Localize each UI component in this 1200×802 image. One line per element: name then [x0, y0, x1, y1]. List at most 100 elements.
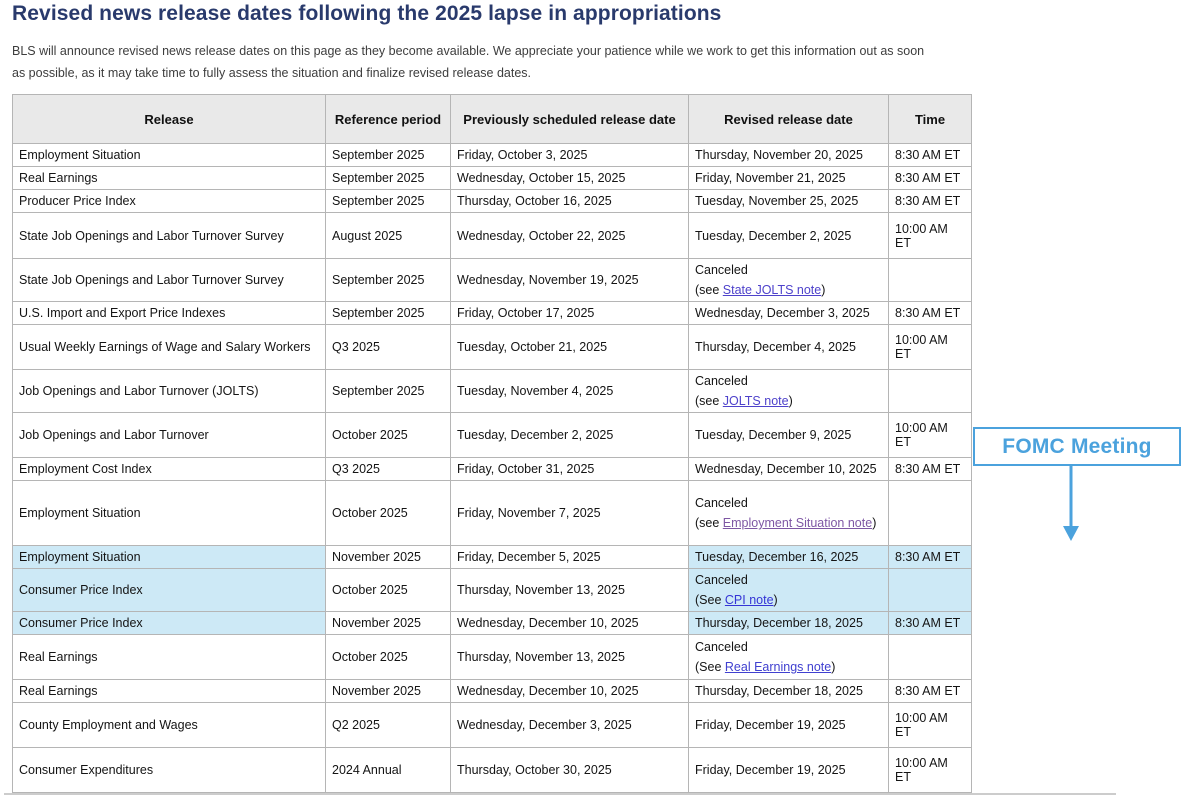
reference-period-cell: November 2025	[325, 611, 451, 635]
release-table-body: Employment Situation September 2025 Friday…	[12, 143, 972, 793]
time-cell: 8:30 AM ET	[888, 166, 972, 190]
previous-date-cell: Thursday, November 13, 2025	[450, 634, 689, 680]
time-cell: 8:30 AM ET	[888, 189, 972, 213]
revised-date-cell: Friday, December 19, 2025	[688, 747, 889, 793]
table-row: Real Earnings October 2025 Thursday, Novem…	[12, 634, 972, 680]
canceled-note-line: (see JOLTS note)	[695, 394, 793, 408]
note-link[interactable]: CPI note	[724, 593, 774, 607]
release-cell: County Employment and Wages	[12, 702, 326, 748]
release-cell: Real Earnings	[12, 634, 326, 680]
revised-date-cell: Tuesday, December 16, 2025	[688, 545, 889, 569]
reference-period-cell: October 2025	[325, 480, 451, 546]
canceled-label: Canceled	[695, 374, 748, 388]
canceled-note-line: (see State JOLTS note)	[695, 283, 826, 297]
table-row: Employment Cost Index Q3 2025 Friday, Octo…	[12, 457, 972, 481]
release-cell: State Job Openings and Labor Turnover Su…	[12, 212, 326, 259]
revised-date-cell: Thursday, December 4, 2025	[688, 324, 889, 370]
table-row: Consumer Price Index November 2025 Wednesd…	[12, 611, 972, 635]
note-link[interactable]: State JOLTS note	[722, 283, 822, 297]
time-cell: 8:30 AM ET	[888, 545, 972, 569]
header-row: Release Reference period Previously schedu…	[12, 94, 972, 144]
time-cell: 10:00 AM ET	[888, 324, 972, 370]
note-link[interactable]: Real Earnings note	[724, 660, 832, 674]
revised-date-cell: Canceled (see JOLTS note)	[688, 369, 889, 413]
table-header: Release Reference period Previously schedu…	[12, 94, 972, 144]
table-row: Job Openings and Labor Turnover October 2…	[12, 412, 972, 458]
reference-period-cell: Q2 2025	[325, 702, 451, 748]
previous-date-cell: Friday, October 3, 2025	[450, 143, 689, 167]
release-cell: Employment Cost Index	[12, 457, 326, 481]
reference-period-cell: September 2025	[325, 143, 451, 167]
previous-date-cell: Wednesday, December 10, 2025	[450, 611, 689, 635]
note-link[interactable]: Employment Situation note	[722, 516, 873, 530]
previous-date-cell: Wednesday, December 10, 2025	[450, 679, 689, 703]
intro-line-1: BLS will announce revised news release d…	[12, 44, 925, 58]
time-cell: 8:30 AM ET	[888, 301, 972, 325]
revised-date-cell: Friday, December 19, 2025	[688, 702, 889, 748]
release-cell: Usual Weekly Earnings of Wage and Salary…	[12, 324, 326, 370]
time-cell: 10:00 AM ET	[888, 212, 972, 259]
release-cell: Producer Price Index	[12, 189, 326, 213]
canceled-label: Canceled	[695, 573, 748, 587]
table-row: Producer Price Index September 2025 Thursd…	[12, 189, 972, 213]
previous-date-cell: Tuesday, October 21, 2025	[450, 324, 689, 370]
release-schedule-table: Release Reference period Previously schedu…	[12, 94, 972, 793]
previous-date-cell: Tuesday, December 2, 2025	[450, 412, 689, 458]
revised-date-cell: Tuesday, November 25, 2025	[688, 189, 889, 213]
previous-date-cell: Friday, October 31, 2025	[450, 457, 689, 481]
fomc-meeting-label: FOMC Meeting	[1002, 434, 1152, 458]
table-row: Employment Situation October 2025 Friday, …	[12, 480, 972, 546]
table-row: Job Openings and Labor Turnover (JOLTS) S…	[12, 369, 972, 413]
revised-date-cell: Canceled (see State JOLTS note)	[688, 258, 889, 302]
previous-date-cell: Thursday, October 16, 2025	[450, 189, 689, 213]
column-header: Previously scheduled release date	[450, 94, 689, 144]
previous-date-cell: Friday, October 17, 2025	[450, 301, 689, 325]
release-cell: Job Openings and Labor Turnover (JOLTS)	[12, 369, 326, 413]
reference-period-cell: October 2025	[325, 412, 451, 458]
revised-date-cell: Thursday, December 18, 2025	[688, 611, 889, 635]
release-cell: Real Earnings	[12, 166, 326, 190]
intro-paragraph: BLS will announce revised news release d…	[12, 40, 924, 84]
previous-date-cell: Tuesday, November 4, 2025	[450, 369, 689, 413]
table-row: State Job Openings and Labor Turnover Su…	[12, 258, 972, 302]
table-row: Usual Weekly Earnings of Wage and Salary…	[12, 324, 972, 370]
table-row: County Employment and Wages Q2 2025 Wednes…	[12, 702, 972, 748]
previous-date-cell: Wednesday, October 22, 2025	[450, 212, 689, 259]
reference-period-cell: September 2025	[325, 258, 451, 302]
previous-date-cell: Friday, November 7, 2025	[450, 480, 689, 546]
column-header: Reference period	[325, 94, 451, 144]
reference-period-cell: September 2025	[325, 301, 451, 325]
canceled-note-line: (See CPI note)	[695, 593, 778, 607]
table-row: U.S. Import and Export Price Indexes Sept…	[12, 301, 972, 325]
reference-period-cell: October 2025	[325, 634, 451, 680]
fomc-down-arrow-icon	[1063, 466, 1079, 541]
revised-date-cell: Tuesday, December 2, 2025	[688, 212, 889, 259]
previous-date-cell: Friday, December 5, 2025	[450, 545, 689, 569]
reference-period-cell: November 2025	[325, 545, 451, 569]
revised-date-cell: Friday, November 21, 2025	[688, 166, 889, 190]
table-row: Consumer Expenditures 2024 Annual Thursday…	[12, 747, 972, 793]
release-cell: Real Earnings	[12, 679, 326, 703]
release-cell: Consumer Expenditures	[12, 747, 326, 793]
reference-period-cell: Q3 2025	[325, 324, 451, 370]
bottom-divider	[4, 793, 1116, 795]
revised-date-cell: Wednesday, December 10, 2025	[688, 457, 889, 481]
reference-period-cell: October 2025	[325, 568, 451, 612]
revised-date-cell: Canceled (see Employment Situation note)	[688, 480, 889, 546]
table-row: State Job Openings and Labor Turnover Su…	[12, 212, 972, 259]
previous-date-cell: Wednesday, October 15, 2025	[450, 166, 689, 190]
release-cell: Employment Situation	[12, 143, 326, 167]
reference-period-cell: 2024 Annual	[325, 747, 451, 793]
reference-period-cell: September 2025	[325, 189, 451, 213]
fomc-meeting-annotation: FOMC Meeting	[973, 427, 1181, 466]
release-cell: Consumer Price Index	[12, 568, 326, 612]
revised-date-cell: Canceled (See CPI note)	[688, 568, 889, 612]
canceled-note-line: (See Real Earnings note)	[695, 660, 836, 674]
release-cell: Employment Situation	[12, 480, 326, 546]
time-cell	[888, 568, 972, 612]
note-link[interactable]: JOLTS note	[722, 394, 789, 408]
release-cell: State Job Openings and Labor Turnover Su…	[12, 258, 326, 302]
release-cell: Consumer Price Index	[12, 611, 326, 635]
reference-period-cell: Q3 2025	[325, 457, 451, 481]
time-cell: 8:30 AM ET	[888, 611, 972, 635]
